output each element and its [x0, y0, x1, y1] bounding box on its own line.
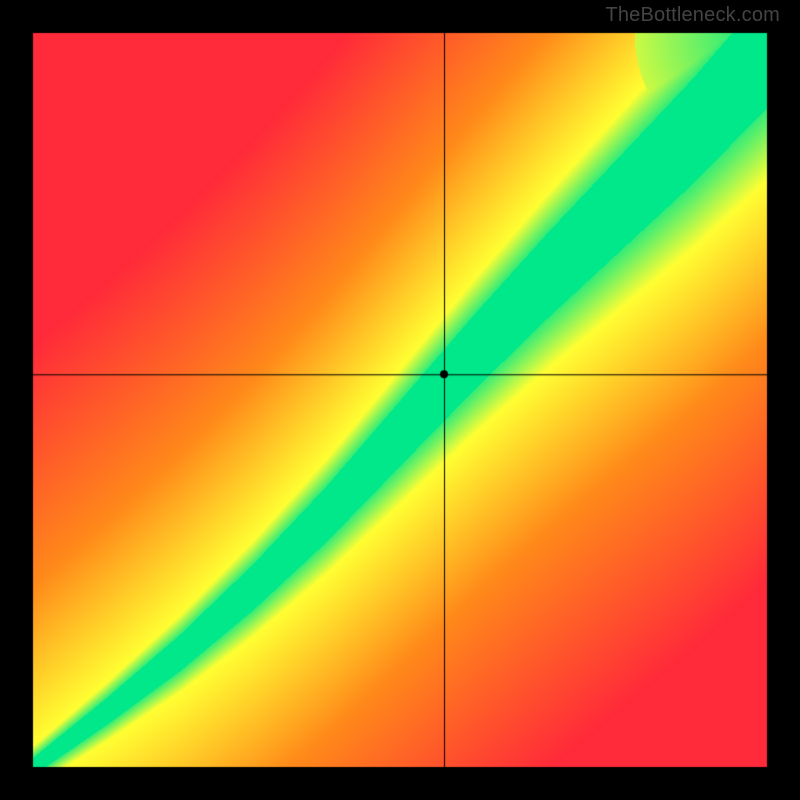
- watermark-text: TheBottleneck.com: [605, 4, 780, 27]
- bottleneck-heatmap: [0, 0, 800, 800]
- chart-container: TheBottleneck.com: [0, 0, 800, 800]
